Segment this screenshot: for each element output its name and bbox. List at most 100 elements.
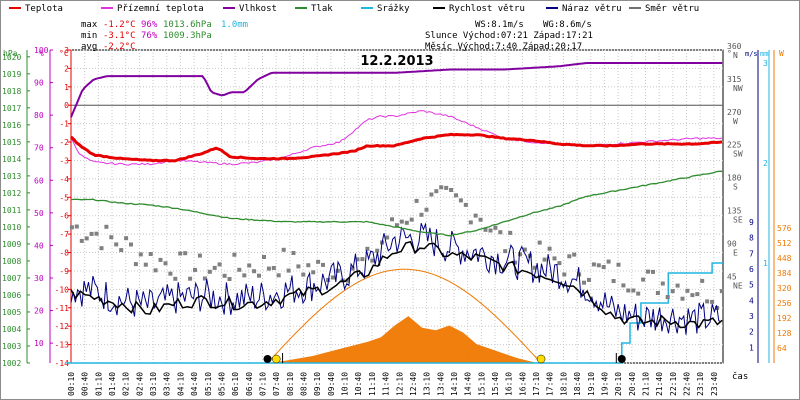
stats-sun: Slunce Východ:07:21 Západ:17:21 xyxy=(425,31,593,41)
series-gust xyxy=(70,222,722,335)
dir-point xyxy=(326,278,330,282)
dir-point xyxy=(271,266,276,270)
dir-point xyxy=(399,219,404,224)
stats-max-rain: 1.0mm xyxy=(221,20,248,30)
dir-cardinal-label: NE xyxy=(733,281,743,290)
dir-tick-label: 270 xyxy=(727,108,742,117)
time-tick-label: 00:40 xyxy=(81,372,90,396)
legend-label: Náraz větru xyxy=(562,4,622,14)
series-rain xyxy=(66,262,723,364)
dir-point xyxy=(257,273,261,278)
dir-tick-label: 45 xyxy=(727,272,737,281)
time-tick-label: 07:40 xyxy=(272,372,281,396)
dir-point xyxy=(227,277,232,281)
legend-label: Srážky xyxy=(377,4,410,14)
w-tick-label: 192 xyxy=(777,314,792,323)
time-tick-label: 13:10 xyxy=(423,372,432,396)
time-tick-label: 04:10 xyxy=(176,372,185,396)
stats-min-label: min xyxy=(81,31,97,41)
dir-point xyxy=(419,212,424,217)
hpa-tick-label: 1010 xyxy=(2,223,21,232)
dir-point xyxy=(79,238,84,243)
temp-tick-label: -11 xyxy=(55,304,70,313)
dir-point xyxy=(488,228,493,233)
hpa-tick-label: 1007 xyxy=(2,274,21,283)
w-tick-label: 128 xyxy=(777,329,792,338)
time-tick-label: 10:40 xyxy=(354,372,363,396)
dir-point xyxy=(695,292,700,297)
solar-theoretical-curve xyxy=(267,268,542,364)
w-tick-label: 448 xyxy=(777,254,792,263)
stats-max-temp: -1.2°C xyxy=(103,20,136,30)
time-tick-label: 03:10 xyxy=(149,372,158,396)
dir-point xyxy=(591,262,596,267)
dir-point xyxy=(537,240,542,245)
hpa-tick-label: 1013 xyxy=(2,172,21,181)
hpa-tick-label: 1014 xyxy=(2,155,21,164)
time-tick-label: 20:40 xyxy=(628,372,637,396)
stats-avg-label: avg xyxy=(81,42,97,52)
dir-point xyxy=(276,273,281,278)
dir-point xyxy=(133,262,138,267)
dir-tick-label: 180 xyxy=(727,174,742,183)
dir-point xyxy=(394,223,399,228)
time-tick-label: 06:40 xyxy=(245,372,254,396)
time-tick-label: 04:40 xyxy=(190,372,199,396)
dir-point xyxy=(153,268,158,273)
dir-point xyxy=(281,247,286,252)
dir-point xyxy=(651,269,655,274)
dir-point xyxy=(601,265,606,269)
dir-point xyxy=(636,291,641,296)
stats-wind-speed: WS:8.1m/s xyxy=(475,20,524,30)
pct-tick-label: 30 xyxy=(34,274,44,283)
pct-tick-label: 50 xyxy=(34,209,44,218)
dir-point xyxy=(522,247,527,252)
dir-point xyxy=(330,275,335,280)
time-axis-label: čas xyxy=(732,371,748,382)
time-tick-label: 12:40 xyxy=(409,372,418,396)
temp-unit: °C xyxy=(59,49,69,58)
temp-tick-label: -1 xyxy=(59,120,69,129)
dir-point xyxy=(291,251,296,255)
hpa-tick-label: 1006 xyxy=(2,291,21,300)
time-tick-label: 00:10 xyxy=(67,372,76,396)
hpa-tick-label: 1008 xyxy=(2,257,21,266)
time-tick-label: 15:40 xyxy=(491,372,500,396)
temp-tick-label: -13 xyxy=(55,341,70,350)
dir-point xyxy=(665,295,670,299)
time-tick-label: 09:10 xyxy=(313,372,322,396)
dir-point xyxy=(409,217,414,222)
dir-point xyxy=(646,269,650,274)
time-tick-label: 02:10 xyxy=(122,372,131,396)
dir-point xyxy=(390,217,394,222)
dir-point xyxy=(148,252,153,256)
time-tick-label: 11:10 xyxy=(368,372,377,396)
stats-max-press: 1013.6hPa xyxy=(163,20,212,30)
dir-point xyxy=(700,278,705,283)
dir-point xyxy=(680,296,685,301)
dir-point xyxy=(129,242,133,247)
time-tick-label: 22:10 xyxy=(669,372,678,396)
time-tick-label: 15:10 xyxy=(477,372,486,396)
temp-tick-label: -12 xyxy=(55,322,70,331)
dir-point xyxy=(188,276,193,281)
dir-point xyxy=(468,220,473,225)
dir-point xyxy=(508,230,513,235)
time-tick-label: 22:40 xyxy=(683,372,692,396)
stats-moon: Měsíc Východ:7:40 Západ:20:17 xyxy=(425,42,582,52)
time-tick-label: 16:40 xyxy=(518,372,527,396)
dir-point xyxy=(434,189,439,194)
dir-point xyxy=(286,268,291,273)
time-tick-label: 05:10 xyxy=(204,372,213,396)
hpa-tick-label: 1020 xyxy=(2,53,21,62)
temp-tick-label: -10 xyxy=(55,285,70,294)
stats-min-press: 1009.3hPa xyxy=(163,31,212,41)
dir-cardinal-label: SE xyxy=(733,216,743,225)
dir-point xyxy=(296,264,301,269)
ms-tick-label: 6 xyxy=(749,265,754,274)
ms-tick-label: 4 xyxy=(749,296,754,305)
time-tick-label: 16:10 xyxy=(505,372,514,396)
stats-avg-temp: -2.2°C xyxy=(103,42,136,52)
w-tick-label: 576 xyxy=(777,224,792,233)
